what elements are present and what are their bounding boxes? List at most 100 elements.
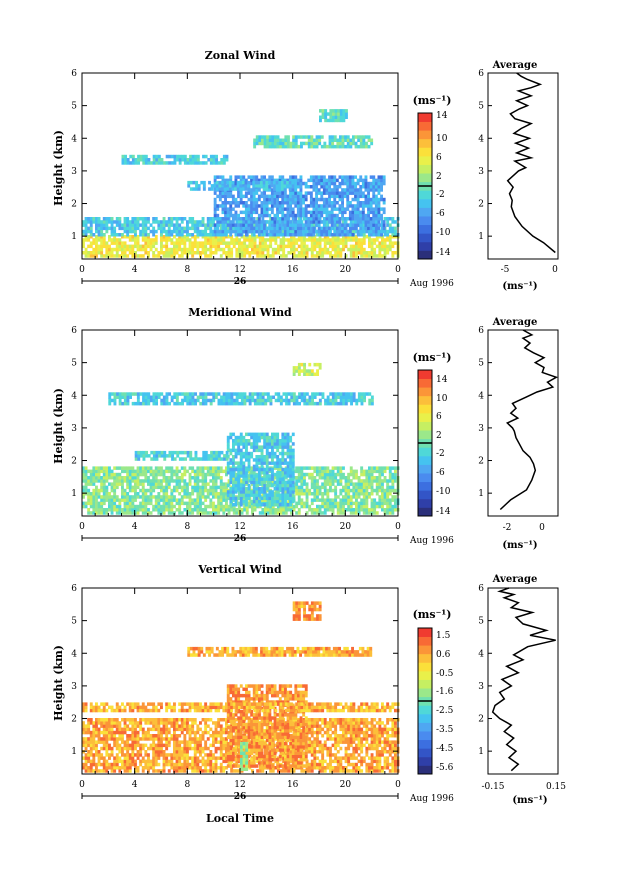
heatmap-cell [225, 244, 228, 249]
heatmap-cell [229, 204, 233, 208]
heatmap-cell [308, 508, 312, 512]
heatmap-cell [359, 217, 363, 221]
heatmap-cell [242, 175, 246, 179]
heatmap-cell [273, 178, 277, 183]
heatmap-cell [252, 480, 256, 485]
heatmap-cell [378, 241, 382, 245]
heatmap-cell [268, 185, 272, 189]
heatmap-cell [196, 511, 200, 515]
heatmap-cell [318, 498, 322, 502]
heatmap-cell [102, 226, 106, 231]
heatmap-cell [97, 508, 101, 512]
heatmap-cell [115, 508, 119, 512]
heatmap-cell [220, 398, 223, 403]
heatmap-cell [337, 112, 341, 116]
heatmap-cell [328, 185, 331, 189]
heatmap-cell [175, 238, 179, 242]
heatmap-cell [281, 191, 285, 195]
heatmap-cell [388, 244, 392, 249]
heatmap-cell [284, 461, 287, 465]
heatmap-cell [310, 238, 314, 242]
heatmap-cell [92, 217, 96, 221]
heatmap-cell [212, 398, 216, 403]
heatmap-cell [229, 226, 233, 231]
heatmap-cell [134, 226, 137, 231]
heatmap-cell [375, 244, 379, 249]
heatmap-cell [342, 238, 345, 242]
heatmap-cell [251, 504, 254, 509]
heatmap-cell [302, 229, 305, 234]
heatmap-cell [325, 229, 329, 234]
heatmap-cell [258, 503, 261, 507]
heatmap-cell [289, 194, 292, 199]
heatmap-cell [173, 504, 176, 509]
heatmap-cell [373, 469, 377, 474]
heatmap-cell [149, 466, 153, 470]
heatmap-cell [255, 467, 259, 472]
heatmap-cell [299, 217, 303, 221]
heatmap-cell [290, 504, 293, 509]
heatmap-cell [247, 217, 251, 221]
heatmap-cell [321, 472, 325, 477]
heatmap-cell [167, 235, 171, 239]
heatmap-cell [255, 201, 259, 205]
heatmap-cell [258, 471, 261, 475]
heatmap-cell [160, 241, 163, 245]
heatmap-cell [279, 395, 283, 399]
heatmap-cell [218, 187, 222, 191]
heatmap-cell [278, 191, 282, 195]
heatmap-cell [303, 395, 307, 399]
heatmap-cell [312, 233, 316, 237]
heatmap-cell [199, 488, 202, 493]
heatmap-cell [214, 476, 218, 480]
heatmap-cell [351, 210, 355, 215]
heatmap-cell [251, 511, 254, 515]
heatmap-cell [305, 504, 309, 509]
heatmap-cell [315, 135, 319, 139]
heatmap-cell [212, 469, 215, 474]
heatmap-cell [152, 161, 156, 165]
heatmap-cell [217, 401, 221, 406]
heatmap-cell [199, 495, 202, 499]
heatmap-cell [137, 154, 140, 159]
heatmap-cell [170, 241, 174, 245]
heatmap-cell [367, 138, 371, 142]
heatmap-cell [186, 504, 189, 509]
heatmap-cell [229, 487, 233, 491]
heatmap-cell [144, 238, 148, 242]
heatmap-cell [352, 492, 356, 496]
heatmap-cell [352, 469, 356, 474]
heatmap-cell [152, 472, 156, 477]
heatmap-cell [361, 217, 365, 221]
heatmap-cell [123, 495, 127, 499]
heatmap-cell [268, 144, 272, 149]
heatmap-cell [256, 254, 260, 258]
heatmap-cell [265, 194, 269, 199]
heatmap-cell [157, 498, 161, 502]
heatmap-cell [188, 244, 192, 249]
heatmap-cell [134, 469, 137, 474]
heatmap-cell [147, 158, 151, 162]
heatmap-cell [126, 498, 130, 502]
heatmap-cell [216, 217, 220, 221]
heatmap-cell [224, 220, 227, 224]
heatmap-cell [277, 508, 280, 512]
heatmap-cell [331, 235, 335, 239]
heatmap-cell [223, 184, 227, 188]
heatmap-cell [108, 495, 111, 499]
heatmap-cell [321, 476, 325, 480]
heatmap-cell [178, 154, 182, 159]
heatmap-cell [334, 485, 338, 490]
heatmap-cell [188, 495, 192, 499]
heatmap-cell [226, 229, 230, 234]
heatmap-cell [303, 479, 306, 483]
heatmap-cell [250, 229, 253, 234]
heatmap-cell [244, 233, 248, 237]
heatmap-cell [144, 161, 148, 165]
heatmap-cell [217, 450, 221, 455]
heatmap-cell [84, 479, 88, 483]
heatmap-cell [268, 207, 272, 211]
heatmap-cell [277, 392, 281, 396]
heatmap-cell [157, 492, 161, 496]
